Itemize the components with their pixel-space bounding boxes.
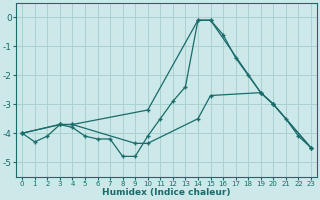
X-axis label: Humidex (Indice chaleur): Humidex (Indice chaleur) [102,188,231,197]
